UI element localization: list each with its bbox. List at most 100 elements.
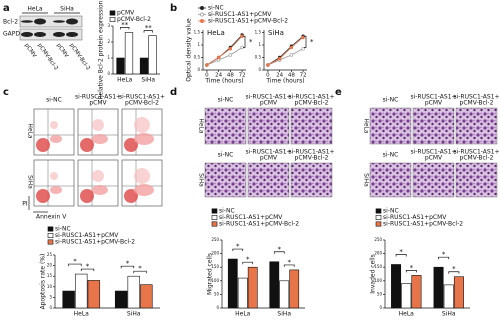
y-tick-label: 250 [374,237,382,242]
y-axis-label: Optical density value [186,18,193,82]
y-tick-label: 1.5 [255,30,262,35]
significance: * [442,251,446,259]
y-tick-label: 15 [47,273,53,278]
significance: * [249,38,253,46]
cells [36,189,50,203]
y-tick-label: 2 [107,39,110,44]
legend-label: si-RUSC1-AS1+pCMV [383,214,447,221]
series-line [267,48,304,66]
row-label: HeLa [198,118,205,134]
cells [50,186,62,194]
x-tick-label: 72 [300,73,307,79]
micrograph [204,162,247,198]
y-tick-label: 150 [374,264,382,269]
x-tick-label: SiHa [277,311,291,318]
flow-plot [77,159,119,207]
bar [237,277,248,309]
legend-label: si-RUSC1-AS1+pCMV [208,11,272,18]
micrograph [412,107,455,145]
row-label: HeLa [27,123,34,139]
x-tick-label: 24 [276,73,283,79]
significance: * [246,256,250,264]
bar [87,280,101,309]
legend-marker [200,12,204,17]
y-tick-label: 0 [107,71,110,76]
y-tick-label: 200 [211,251,219,256]
column-header: pCMV-Bcl-2 [295,100,329,107]
column-header: si-RUSC1-AS1+ [119,94,165,101]
column-header: si-NC [218,152,234,159]
x-tick-label: SiHa [442,311,456,318]
x-tick-label: 24 [215,73,222,79]
legend-swatch [211,221,218,227]
cells [134,168,150,184]
legend-label: si-RUSC1-AS1+pCMV-Bcl-2 [219,221,299,228]
cells [134,184,154,196]
significance: * [236,243,240,251]
row-label: SiHa [363,173,370,187]
bracket [283,264,295,267]
y-tick-label: 3 [107,23,110,28]
legend-label: si-RUSC1-AS1+pCMV-Bcl-2 [55,239,135,246]
series-line [206,35,243,66]
bracket [243,35,246,48]
column-header: pCMV [425,100,443,107]
series-line [206,34,243,66]
bracket [395,254,407,257]
micrograph [290,107,333,145]
y-tick-label: 50 [377,291,383,296]
y-tick-label: 0 [216,305,219,310]
row-label: HeLa [363,118,370,134]
cells [134,117,150,133]
band [66,32,78,37]
y-tick-label: 1 [197,42,200,47]
y-axis-label: Migrated cells [207,253,214,295]
legend-swatch [375,215,382,221]
x-tick-label: 0 [266,73,270,79]
significance: * [310,38,314,46]
bar [62,290,75,309]
y-tick-label: 100 [211,278,219,283]
legend-label: si-RUSC1-AS1+pCMV [55,232,119,239]
micrograph [204,107,247,145]
significance: * [126,260,130,268]
panel-label: a [3,3,10,14]
micrograph [247,107,290,145]
bar [401,283,412,309]
legend-marker [200,6,204,10]
column-header: pCMV [260,100,278,107]
x-axis-label: Time (hours) [265,78,304,85]
y-tick-label: 50 [214,291,220,296]
cells [50,121,58,129]
significance: ** [145,24,153,32]
bar [433,266,444,309]
cells [92,185,108,195]
blot [19,28,83,41]
y-tick-label: 1 [258,42,261,47]
column-header: pCMV [89,100,107,107]
column-header: si-RUSC1-AS1+ [288,149,334,156]
protein: Bcl-2 [3,19,18,26]
panel-label: d [170,87,177,98]
bracket [232,248,244,252]
significance: ** [121,21,129,29]
bar [139,57,149,75]
y-axis-label: Invaded cells [370,254,377,293]
blot [19,15,83,28]
cells [134,133,154,145]
micrograph [247,162,290,198]
column-header: si-NC [383,97,399,104]
legend-swatch [109,10,116,16]
y-tick-label: 200 [374,251,382,256]
series-line [206,47,243,66]
cells [92,170,104,182]
y-tick-label: 0 [258,67,261,72]
y-tick-label: 0.5 [255,55,262,60]
y-tick-label: 5 [49,294,52,299]
protein: GAPDH [3,31,25,38]
column-header: pCMV-Bcl-2 [125,100,159,107]
band [21,20,33,23]
bar [443,284,454,309]
legend-marker [200,19,204,23]
bracket [405,270,417,273]
